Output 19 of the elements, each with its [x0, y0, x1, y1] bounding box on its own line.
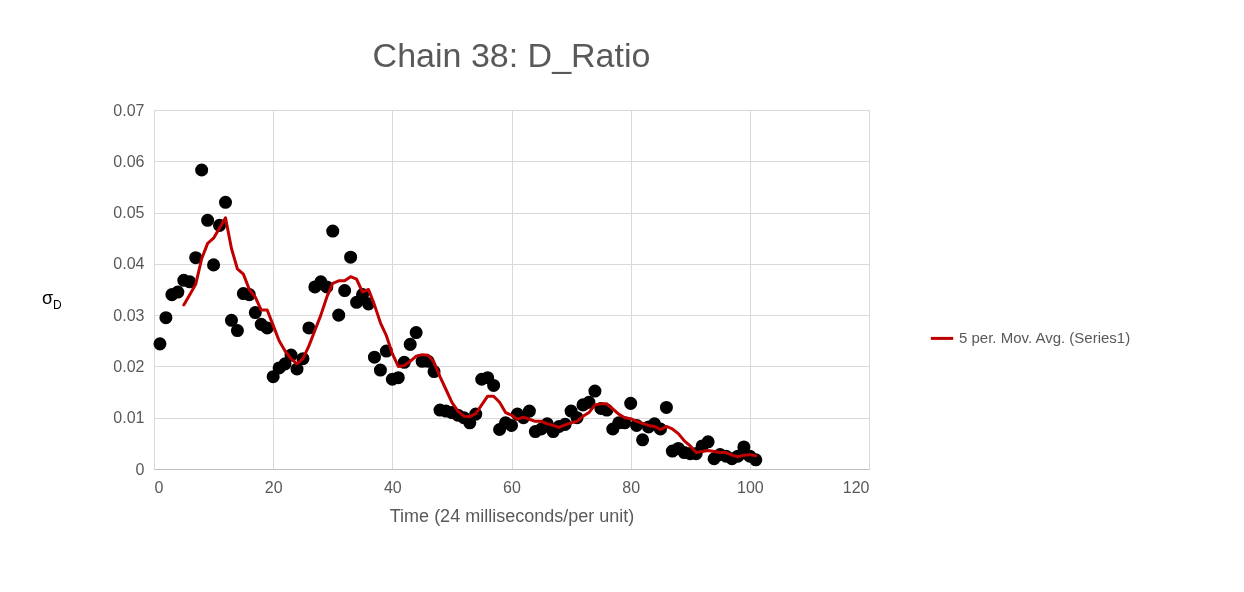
y-tick-label: 0	[135, 460, 145, 478]
y-tick-label: 0.01	[113, 409, 145, 427]
x-tick-label: 40	[383, 478, 402, 496]
y-tick-label: 0.07	[113, 101, 145, 119]
y-axis-title: σ$_{D}$	[42, 288, 62, 312]
y-tick-label: 0.02	[113, 357, 145, 375]
x-tick-label: 80	[622, 478, 641, 496]
x-axis-title: Time (24 milliseconds/per unit)	[389, 505, 635, 526]
y-tick-label: 0.04	[113, 255, 145, 273]
y-tick-label: 0.06	[113, 152, 145, 170]
x-tick-label: 20	[264, 478, 283, 496]
y-tick-label: 0.05	[113, 204, 145, 222]
x-tick-label: 60	[503, 478, 521, 496]
x-tick-label: 0	[154, 478, 164, 496]
chart-title: Chain 38: D_Ratio	[372, 36, 651, 74]
legend-label: 5 per. Mov. Avg. (Series1)	[959, 329, 1131, 347]
x-tick-label: 120	[842, 478, 870, 496]
y-tick-label: 0.03	[113, 306, 145, 324]
x-tick-label: 100	[736, 478, 764, 496]
